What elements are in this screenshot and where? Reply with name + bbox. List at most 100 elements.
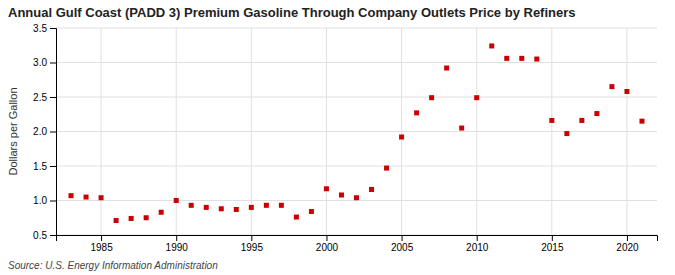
y-tick: 3.0 [33, 57, 56, 68]
y-tick-label: 0.5 [33, 230, 47, 241]
x-tick-mark [251, 235, 252, 241]
point [159, 210, 164, 215]
x-tick-mark [552, 235, 553, 241]
y-tick: 2.0 [33, 126, 56, 137]
point [99, 195, 104, 200]
point [564, 131, 569, 136]
y-tick-mark [50, 63, 56, 64]
y-tick-mark [50, 235, 56, 236]
x-grid-line [551, 28, 552, 235]
point [129, 216, 134, 221]
x-tick-label: 1990 [166, 242, 189, 253]
x-tick: 2020 [616, 235, 639, 253]
x-tick-mark [176, 235, 177, 241]
x-grid-line [401, 28, 402, 235]
point [339, 192, 344, 197]
x-grid-line [101, 28, 102, 235]
x-tick-label: 1995 [241, 242, 264, 253]
plot-area: 1985 1990 1995 2000 2005 2010 2015 2020 0.5 1.0 1.… [33, 23, 657, 253]
point [414, 110, 419, 115]
point [264, 203, 269, 208]
y-grid-line [56, 97, 657, 98]
annotation: Source: U.S. Energy Information Administ… [8, 260, 218, 271]
x-tick-label: 1985 [90, 242, 113, 253]
point [174, 198, 179, 203]
y-tick-label: 2.0 [33, 126, 47, 137]
y-tick-label: 1.5 [33, 161, 47, 172]
x-grid-line [476, 28, 477, 235]
x-tick: 1990 [166, 235, 189, 253]
x-tick-label: 2020 [616, 242, 639, 253]
point [114, 218, 119, 223]
x-tick: 1985 [90, 235, 113, 253]
x-tick-label: 2000 [316, 242, 339, 253]
x-grid-line [326, 28, 327, 235]
point [234, 207, 239, 212]
points [69, 43, 645, 223]
x-tick: 2005 [391, 235, 414, 253]
point [519, 56, 524, 61]
point [624, 89, 629, 94]
y-grid-line [56, 166, 657, 167]
y-axis-title: Dollars per Gallon [7, 87, 19, 175]
y-tick-label: 2.5 [33, 92, 47, 103]
point [639, 119, 644, 124]
y-axis-line [50, 29, 57, 236]
y-tick: 1.0 [33, 195, 56, 206]
x-tick-mark [477, 235, 478, 241]
point [204, 205, 209, 210]
point [84, 195, 89, 200]
y-tick: 3.5 [33, 23, 56, 34]
point [219, 206, 224, 211]
y-tick-mark [50, 28, 56, 29]
point [189, 203, 194, 208]
y-grid-line [56, 28, 657, 29]
point [489, 43, 494, 48]
x-grid-line [626, 28, 627, 235]
point [534, 57, 539, 62]
point [444, 66, 449, 71]
x-grid-line [176, 28, 177, 235]
x-tick-mark [326, 235, 327, 241]
point [609, 84, 614, 89]
point [504, 56, 509, 61]
x-tick: 2015 [541, 235, 564, 253]
x-grid-line [251, 28, 252, 235]
grid [56, 28, 657, 235]
y-tick-mark [50, 97, 56, 98]
point [144, 215, 149, 220]
point [249, 205, 254, 210]
y-tick: 1.5 [33, 161, 56, 172]
y-tick-mark [50, 166, 56, 167]
point [474, 95, 479, 100]
point [369, 187, 374, 192]
y-tick: 0.5 [33, 230, 56, 241]
x-tick-mark [627, 235, 628, 241]
x-tick-label: 2010 [466, 242, 489, 253]
x-tick-label: 2015 [541, 242, 564, 253]
point [594, 111, 599, 116]
point [324, 186, 329, 191]
point [429, 95, 434, 100]
y-grid-line [56, 62, 657, 63]
y-tick-label: 3.0 [33, 57, 47, 68]
x-tick: 2010 [466, 235, 489, 253]
x-tick: 1995 [241, 235, 264, 253]
y-tick-mark [50, 132, 56, 133]
x-tick: 2000 [316, 235, 339, 253]
point [279, 203, 284, 208]
point [354, 195, 359, 200]
x-axis: 1985 1990 1995 2000 2005 2010 2015 2020 [57, 235, 658, 253]
y-tick-label: 3.5 [33, 23, 47, 34]
y-axis: 0.5 1.0 1.5 2.0 2.5 3.0 3.5 [33, 23, 56, 241]
y-tick: 2.5 [33, 92, 56, 103]
y-tick-mark [50, 201, 56, 202]
point [384, 166, 389, 171]
point [549, 118, 554, 123]
point [579, 118, 584, 123]
point [399, 135, 404, 140]
point [69, 193, 74, 198]
x-tick-mark [402, 235, 403, 241]
point [294, 215, 299, 220]
x-axis-line [57, 236, 658, 242]
